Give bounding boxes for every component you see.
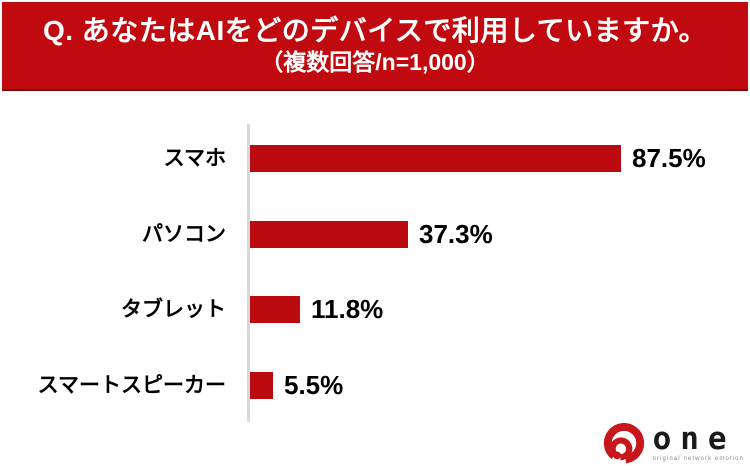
logo-tagline: original network emotion bbox=[652, 455, 744, 462]
question-title: Q. あなたはAIをどのデバイスで利用していますか。 bbox=[42, 15, 708, 47]
value-label: 87.5% bbox=[632, 143, 706, 173]
value-label: 11.8% bbox=[311, 294, 384, 324]
value-label: 37.3% bbox=[419, 219, 493, 249]
category-label: スマートスピーカー bbox=[37, 374, 226, 397]
logo-text-column: one original network emotion bbox=[652, 421, 744, 462]
bar bbox=[250, 221, 408, 248]
question-subtitle: （複数回答/n=1,000） bbox=[260, 49, 490, 75]
value-label: 5.5% bbox=[284, 370, 344, 400]
question-banner: Q. あなたはAIをどのデバイスで利用していますか。 （複数回答/n=1,000… bbox=[2, 2, 748, 91]
logo-wordmark: one bbox=[652, 421, 736, 458]
bar bbox=[250, 296, 300, 323]
category-label: スマホ bbox=[163, 147, 226, 170]
category-label: タブレット bbox=[121, 298, 226, 321]
bar bbox=[250, 145, 621, 172]
one-spiral-logo-icon bbox=[603, 423, 644, 464]
y-axis-line bbox=[247, 124, 250, 422]
company-logo: one original network emotion bbox=[603, 423, 744, 465]
category-label: パソコン bbox=[142, 223, 226, 246]
bar bbox=[250, 372, 273, 399]
